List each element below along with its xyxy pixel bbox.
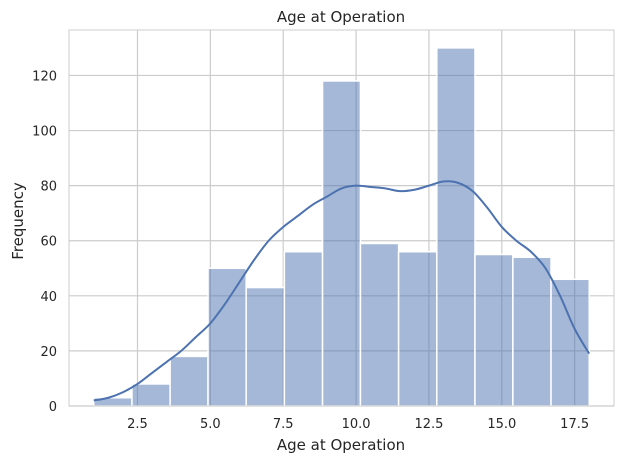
y-tick-label: 80 (40, 180, 57, 195)
y-tick-labels: 0 20 40 60 80 100 120 (32, 69, 57, 415)
x-tick-label: 15.0 (487, 417, 516, 432)
histogram-bar (550, 278, 590, 407)
x-tick-label: 17.5 (560, 417, 589, 432)
histogram-bar (474, 253, 514, 407)
x-tick-label: 7.5 (273, 417, 294, 432)
y-tick-label: 20 (40, 345, 57, 360)
x-tick-label: 10.0 (342, 417, 371, 432)
chart-title: Age at Operation (277, 8, 405, 26)
y-tick-label: 60 (40, 235, 57, 250)
histogram-bar (321, 80, 362, 407)
histogram-bars (93, 47, 590, 407)
x-tick-label: 5.0 (200, 417, 221, 432)
y-tick-label: 40 (40, 290, 57, 305)
histogram-bar (359, 242, 400, 407)
histogram-bar (283, 250, 324, 407)
y-tick-label: 100 (32, 125, 57, 140)
histogram-bar (207, 267, 247, 407)
plot-frame (68, 29, 615, 407)
x-tick-labels: 2.5 5.0 7.5 10.0 12.5 15.0 17.5 (127, 417, 589, 432)
histogram-bar (436, 47, 476, 407)
y-axis-title: Frequency (9, 182, 27, 260)
y-tick-label: 0 (49, 400, 57, 415)
x-tick-label: 12.5 (414, 417, 443, 432)
histogram-bar (169, 355, 209, 407)
x-tick-label: 2.5 (127, 417, 148, 432)
x-axis-title: Age at Operation (277, 436, 405, 454)
histogram-bar (131, 383, 171, 407)
kde-curve (93, 180, 591, 402)
histogram-bar (397, 250, 438, 407)
kde-curve-group (93, 180, 591, 402)
histogram-bar (245, 286, 286, 407)
histogram-bar (512, 256, 552, 407)
y-tick-label: 120 (32, 69, 57, 84)
